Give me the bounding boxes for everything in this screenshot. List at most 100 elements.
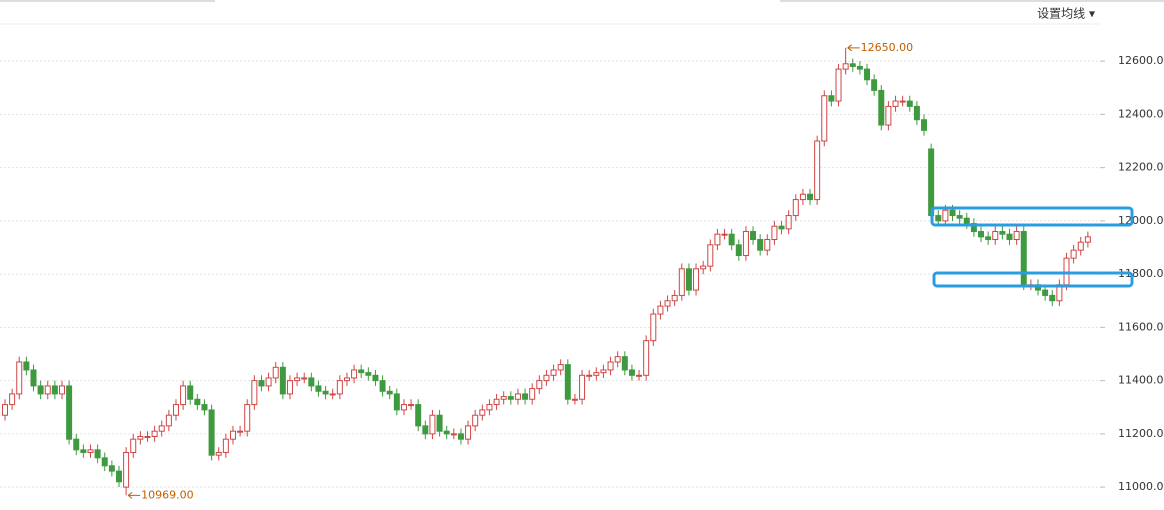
- annotation-label: 10969.00: [141, 488, 194, 501]
- candle-body: [507, 396, 514, 400]
- candle-body: [835, 68, 842, 102]
- annotation-label: 12650.00: [861, 41, 914, 54]
- candle-body: [44, 385, 51, 395]
- candle-body: [265, 377, 272, 387]
- candle-body: [707, 244, 714, 267]
- candle-body: [472, 414, 479, 427]
- candle-body: [1020, 231, 1027, 286]
- candle-body: [251, 380, 258, 406]
- candle-body: [465, 425, 472, 440]
- candle-body: [942, 209, 949, 222]
- candle-body: [66, 385, 73, 440]
- candle-body: [158, 425, 165, 432]
- candle-body: [878, 89, 885, 126]
- candle-body: [479, 409, 486, 416]
- candle-body: [336, 380, 343, 395]
- candle-body: [921, 119, 928, 131]
- candle-body: [735, 244, 742, 256]
- candle-body: [73, 438, 80, 451]
- candle-body: [372, 374, 379, 382]
- candle-body: [678, 268, 685, 296]
- candle-body: [322, 390, 329, 395]
- candle-body: [429, 414, 436, 435]
- candle-body: [985, 236, 992, 241]
- annotation-arrow: [127, 491, 141, 499]
- candle-body: [771, 225, 778, 241]
- candle-body: [23, 361, 30, 371]
- candle-body: [244, 404, 251, 432]
- candle-body: [286, 380, 293, 395]
- candle-body: [379, 380, 386, 392]
- candle-body: [408, 404, 415, 407]
- y-tick-label: 11000.0: [1118, 480, 1164, 493]
- candle-body: [123, 451, 130, 488]
- ma-setting-button[interactable]: 设置均线 ▾: [1037, 7, 1095, 21]
- candle-body: [992, 231, 999, 241]
- candle-body: [856, 65, 863, 70]
- candle-body: [457, 433, 464, 440]
- candle-body: [87, 449, 94, 453]
- candle-body: [628, 369, 635, 376]
- candle-body: [842, 63, 849, 70]
- candle-body: [586, 374, 593, 377]
- candle-body: [871, 79, 878, 91]
- candle-body: [529, 388, 536, 400]
- candle-body: [828, 95, 835, 102]
- candle-body: [935, 215, 942, 222]
- candle-body: [657, 305, 664, 315]
- candle-body: [764, 239, 771, 251]
- candle-body: [814, 140, 821, 201]
- candle-body: [351, 369, 358, 379]
- annotation-arrow: [847, 44, 860, 52]
- candle-body: [365, 372, 372, 376]
- candle-body: [301, 377, 308, 380]
- candle-body: [130, 438, 137, 453]
- candle-body: [579, 374, 586, 400]
- candle-body: [115, 470, 122, 483]
- candle-body: [294, 377, 301, 382]
- candle-body: [607, 361, 614, 371]
- candle-body: [614, 356, 621, 363]
- candle-body: [80, 449, 87, 453]
- candle-body: [393, 393, 400, 411]
- candle-body: [400, 404, 407, 411]
- candle-body: [9, 393, 16, 406]
- candle-body: [229, 430, 236, 440]
- candle-body: [557, 364, 564, 371]
- candle-body: [165, 414, 172, 427]
- candle-body: [821, 95, 828, 142]
- candle-body: [600, 369, 607, 374]
- candle-body: [750, 231, 757, 241]
- y-tick-label: 11800.0: [1118, 267, 1164, 280]
- candle-body: [778, 225, 785, 230]
- candle-body: [571, 398, 578, 401]
- candle-body: [536, 380, 543, 390]
- candle-body: [514, 393, 521, 400]
- candle-body: [237, 430, 244, 433]
- candle-body: [757, 239, 764, 251]
- candle-body: [436, 414, 443, 432]
- y-tick-label: 12200.0: [1118, 161, 1164, 174]
- candle-body: [885, 105, 892, 126]
- candle-body: [785, 215, 792, 230]
- candle-body: [315, 385, 322, 392]
- candle-body: [621, 356, 628, 371]
- candle-body: [215, 451, 222, 456]
- candle-body: [37, 385, 44, 395]
- candle-body: [664, 300, 671, 307]
- candle-body: [643, 340, 650, 376]
- candle-body: [329, 393, 336, 396]
- candle-body: [308, 377, 315, 387]
- highlight-box: [930, 206, 1134, 227]
- candle-body: [864, 68, 871, 81]
- candle-body: [486, 404, 493, 411]
- candle-body: [16, 361, 23, 395]
- candle-body: [1049, 294, 1056, 302]
- candle-body: [108, 465, 115, 472]
- candle-body: [799, 193, 806, 201]
- candle-body: [593, 372, 600, 376]
- candle-body: [543, 374, 550, 382]
- candle-body: [913, 105, 920, 121]
